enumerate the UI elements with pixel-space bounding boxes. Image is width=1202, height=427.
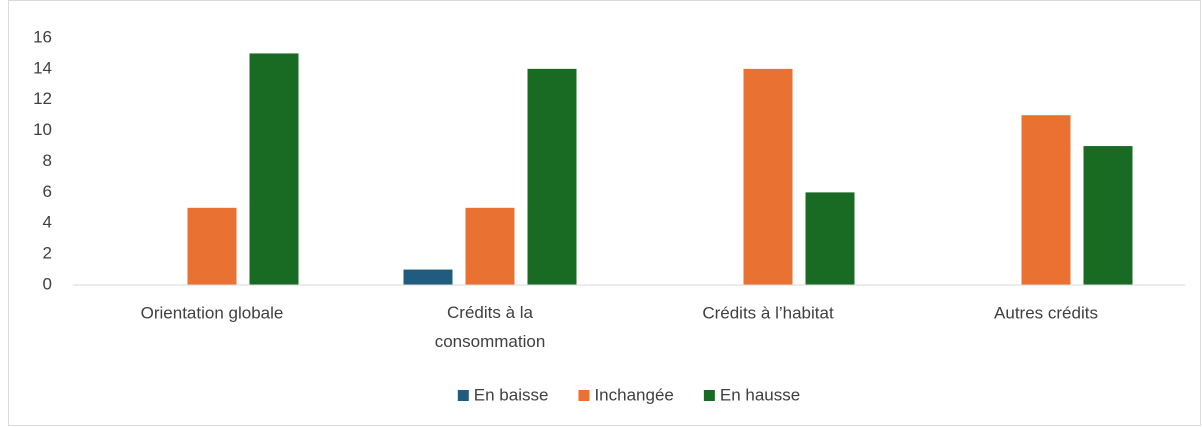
y-tick-label: 16 [33,27,52,46]
y-tick-label: 10 [33,120,52,139]
x-tick-label: Crédits à la consommation [435,303,546,351]
bar [249,53,299,285]
y-tick-label: 6 [43,182,52,201]
bar [805,192,855,285]
x-tick-label: Orientation globale [141,303,284,322]
legend-swatch [578,390,590,401]
legend-swatch [457,390,469,401]
y-tick-label: 0 [43,274,52,293]
legend-label: En baisse [474,385,549,404]
legend-swatch [703,390,715,401]
y-tick-label: 12 [33,89,52,108]
bar [403,269,453,285]
bar [527,68,577,285]
y-tick-label: 4 [43,213,52,232]
x-tick-label: Autres crédits [994,303,1098,322]
y-tick-label: 2 [43,244,52,263]
y-tick-label: 14 [33,58,52,77]
x-tick-label: Crédits à l’habitat [702,303,834,322]
bar [743,68,793,285]
bar [187,207,237,285]
bar [1021,115,1071,285]
legend-label: Inchangée [594,385,673,404]
bar [1083,146,1133,285]
bar [465,207,515,285]
y-tick-label: 8 [43,151,52,170]
legend-label: En hausse [720,385,800,404]
